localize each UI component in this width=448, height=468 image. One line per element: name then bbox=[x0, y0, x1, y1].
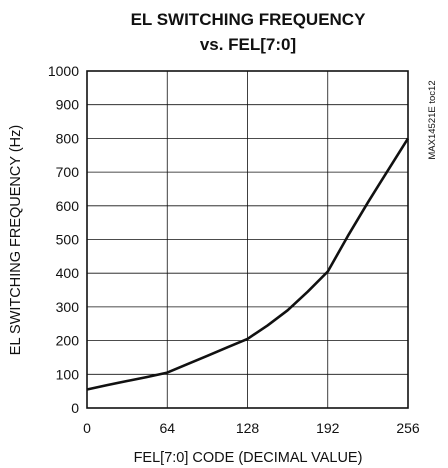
chart-title-line-2: vs. FEL[7:0] bbox=[200, 35, 296, 54]
x-tick-label: 64 bbox=[159, 420, 175, 436]
chart-title-line-1: EL SWITCHING FREQUENCY bbox=[131, 10, 367, 29]
x-tick-label: 192 bbox=[316, 420, 340, 436]
y-tick-label: 1000 bbox=[48, 63, 79, 79]
y-tick-label: 300 bbox=[56, 299, 80, 315]
series-line bbox=[86, 137, 410, 391]
y-tick-label: 900 bbox=[56, 97, 80, 113]
y-tick-labels: 0 100 200 300 400 500 600 700 800 900 1000 bbox=[48, 63, 79, 416]
y-tick-label: 0 bbox=[71, 400, 79, 416]
y-tick-label: 400 bbox=[56, 265, 80, 281]
plot-frame bbox=[86, 70, 409, 409]
y-tick-label: 100 bbox=[56, 366, 80, 382]
y-tick-label: 200 bbox=[56, 333, 80, 349]
y-tick-label: 800 bbox=[56, 130, 80, 146]
figure-id-label: MAX14521E toc12 bbox=[427, 80, 438, 159]
y-axis-label: EL SWITCHING FREQUENCY (Hz) bbox=[8, 125, 24, 355]
y-tick-label: 700 bbox=[56, 164, 80, 180]
grid-lines bbox=[86, 70, 409, 409]
y-tick-label: 500 bbox=[56, 232, 80, 248]
x-axis-label: FEL[7:0] CODE (DECIMAL VALUE) bbox=[134, 450, 363, 466]
x-tick-label: 128 bbox=[236, 420, 260, 436]
x-tick-label: 256 bbox=[396, 420, 420, 436]
x-tick-label: 0 bbox=[83, 420, 91, 436]
y-tick-label: 600 bbox=[56, 198, 80, 214]
x-tick-labels: 0 64 128 192 256 bbox=[83, 420, 420, 436]
